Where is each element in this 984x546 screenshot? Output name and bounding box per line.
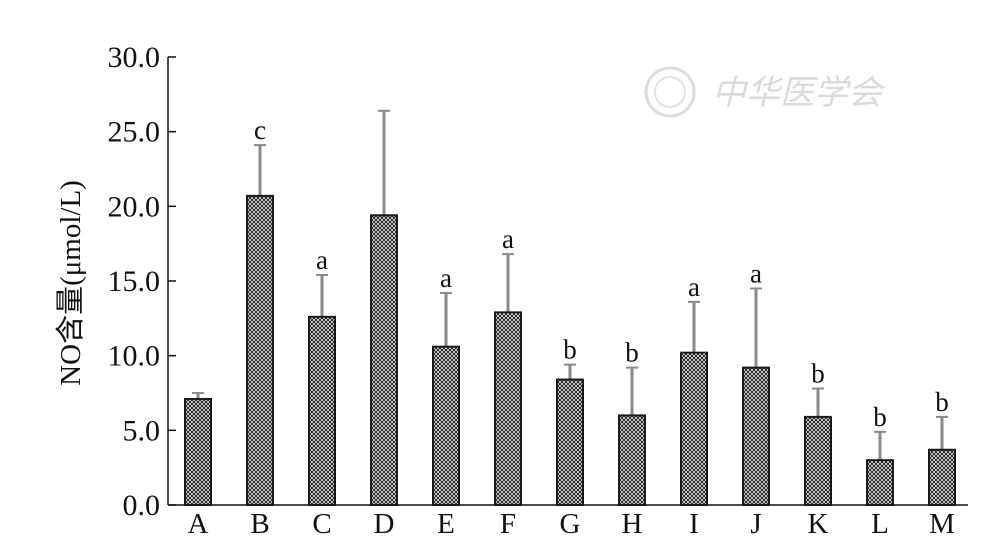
significance-label: b bbox=[935, 387, 949, 417]
watermark: 中华医学会 bbox=[644, 66, 886, 118]
x-tick-label: B bbox=[250, 508, 269, 540]
y-tick-label: 25.0 bbox=[108, 116, 161, 149]
watermark-seal-icon bbox=[644, 66, 696, 118]
significance-label: a bbox=[316, 245, 328, 275]
x-tick-label: H bbox=[622, 508, 643, 540]
y-axis: 0.0 5.0 10.0 15.0 20.0 25.0 30.0 bbox=[108, 41, 176, 522]
bar-f bbox=[494, 311, 522, 506]
x-tick-label: K bbox=[808, 508, 829, 540]
bar-j bbox=[742, 366, 770, 507]
y-tick-label: 15.0 bbox=[108, 265, 161, 298]
x-tick-label: I bbox=[689, 508, 699, 540]
y-tick-label: 30.0 bbox=[108, 41, 161, 74]
x-tick-label: L bbox=[871, 508, 889, 540]
y-tick-label: 5.0 bbox=[123, 414, 161, 447]
category-labels: A B C D E F G H I J K L M bbox=[188, 508, 955, 540]
y-axis-label: NO含量(μmol/L) bbox=[54, 180, 87, 386]
significance-label: a bbox=[750, 258, 762, 288]
bar-l bbox=[866, 459, 894, 507]
y-tick-label: 0.0 bbox=[123, 489, 161, 522]
x-tick-label: M bbox=[929, 508, 955, 540]
y-tick-label: 10.0 bbox=[108, 340, 161, 373]
bars bbox=[184, 194, 956, 507]
bar-e bbox=[432, 345, 460, 506]
bar-k bbox=[804, 415, 832, 507]
significance-labels: c a a a b b a a b b b bbox=[254, 115, 949, 432]
significance-label: b bbox=[563, 335, 577, 365]
significance-label: a bbox=[440, 263, 452, 293]
x-tick-label: J bbox=[750, 508, 761, 540]
x-tick-label: E bbox=[437, 508, 455, 540]
error-bars bbox=[192, 109, 948, 461]
bar-i bbox=[680, 351, 708, 506]
x-tick-label: F bbox=[500, 508, 516, 540]
bar-a bbox=[184, 397, 212, 506]
x-tick-label: D bbox=[374, 508, 395, 540]
y-tick-label: 20.0 bbox=[108, 190, 161, 223]
significance-label: b bbox=[811, 359, 825, 389]
bar-c bbox=[308, 315, 336, 506]
bar-d bbox=[370, 214, 398, 506]
significance-label: b bbox=[625, 338, 639, 368]
bar-g bbox=[556, 378, 584, 506]
watermark-text: 中华医学会 bbox=[712, 73, 886, 113]
bar-b bbox=[246, 194, 274, 506]
significance-label: a bbox=[688, 272, 700, 302]
significance-label: a bbox=[502, 224, 514, 254]
bar-m bbox=[928, 448, 956, 507]
significance-label: c bbox=[254, 115, 266, 145]
x-tick-label: A bbox=[188, 508, 209, 540]
significance-label: b bbox=[873, 402, 887, 432]
bar-h bbox=[618, 414, 646, 506]
x-tick-label: G bbox=[560, 508, 581, 540]
x-tick-label: C bbox=[312, 508, 331, 540]
